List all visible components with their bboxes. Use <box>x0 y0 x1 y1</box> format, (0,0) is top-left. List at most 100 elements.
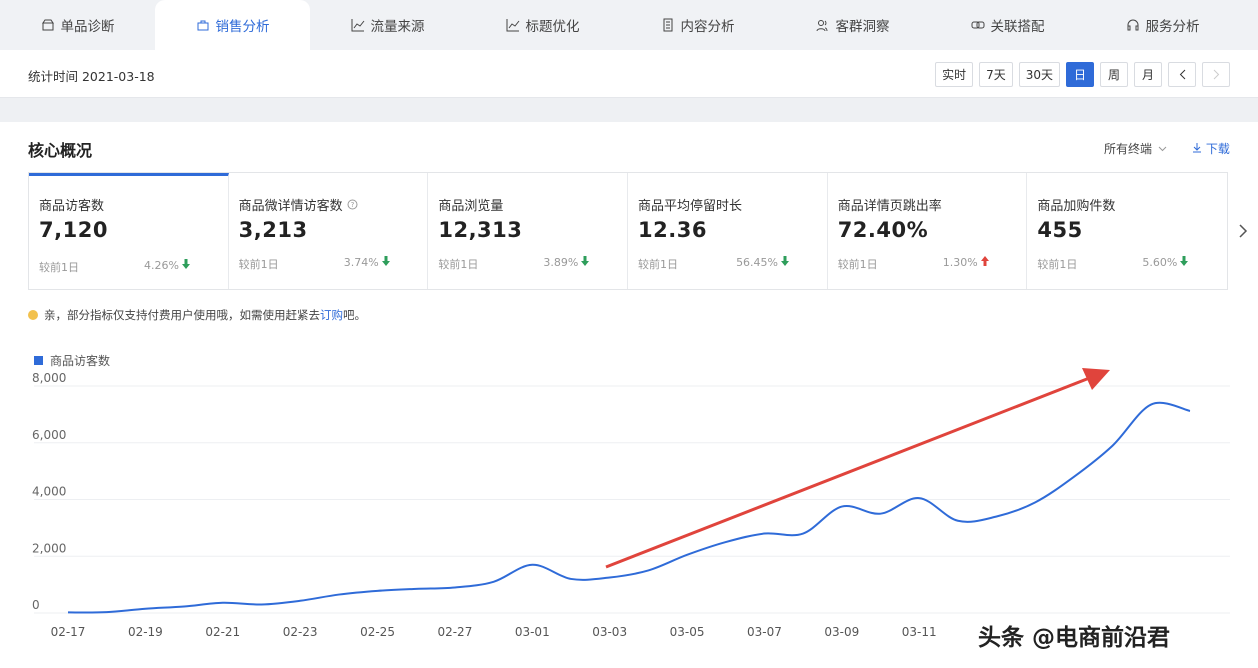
metric-compare: 较前1日 3.89% <box>438 256 616 272</box>
chevron-left-icon <box>1179 69 1185 80</box>
subscribe-link[interactable]: 订购 <box>320 308 343 322</box>
tab-0[interactable]: 单品诊断 <box>0 0 155 50</box>
arrow-down-icon <box>1180 256 1189 266</box>
compare-label: 较前1日 <box>39 261 79 274</box>
range-button-4[interactable]: 周 <box>1100 62 1128 87</box>
download-label: 下载 <box>1205 142 1230 156</box>
tab-label: 销售分析 <box>215 19 270 35</box>
metric-label: 商品微详情访客数 <box>238 199 343 214</box>
tab-3[interactable]: 标题优化 <box>465 0 620 50</box>
compare-label: 较前1日 <box>837 258 878 271</box>
tab-4[interactable]: 内容分析 <box>620 0 775 50</box>
metric-card[interactable]: 商品访客数 7,120 较前1日 4.26% <box>29 173 229 289</box>
chevron-right-icon[interactable] <box>1238 223 1248 239</box>
x-tick-label: 02-17 <box>51 625 86 639</box>
metric-label-row: 商品微详情访客数? <box>239 195 428 214</box>
prev-button[interactable] <box>1168 62 1196 87</box>
compare-label: 较前1日 <box>438 258 479 271</box>
compare-percent: 56.45% <box>736 256 779 269</box>
svg-text:?: ? <box>350 201 354 209</box>
compare-percent: 5.60% <box>1142 256 1178 269</box>
range-button-1[interactable]: 7天 <box>979 62 1013 87</box>
tab-6[interactable]: 关联搭配 <box>930 0 1085 50</box>
download-button[interactable]: 下载 <box>1192 140 1230 157</box>
y-tick-label: 8,000 <box>32 371 66 385</box>
y-tick-label: 2,000 <box>32 541 66 555</box>
metric-label: 商品浏览量 <box>438 199 504 214</box>
notice-text: 亲，部分指标仅支持付费用户使用哦，如需使用赶紧去 <box>44 308 320 322</box>
section-divider <box>0 98 1258 122</box>
tab-label: 单品诊断 <box>60 19 115 35</box>
document-icon <box>663 18 672 32</box>
tab-label: 流量来源 <box>370 19 425 35</box>
compare-label: 较前1日 <box>638 258 679 271</box>
x-tick-label: 03-03 <box>592 625 627 639</box>
tab-label: 服务分析 <box>1145 19 1200 35</box>
metric-label-row: 商品访客数 <box>39 195 228 214</box>
range-button-5[interactable]: 月 <box>1134 62 1162 87</box>
metric-value: 7,120 <box>39 218 108 242</box>
metric-compare: 较前1日 3.74% <box>239 256 417 272</box>
metric-card[interactable]: 商品浏览量 12,313 较前1日 3.89% <box>428 173 629 289</box>
x-tick-label: 03-01 <box>515 625 550 639</box>
metric-card[interactable]: 商品平均停留时长 12.36 较前1日 56.45% <box>628 173 828 289</box>
metric-value: 3,213 <box>238 218 308 242</box>
watermark: 头条 @电商前沿君 <box>978 625 1171 651</box>
tab-2[interactable]: 流量来源 <box>310 0 465 50</box>
metric-card[interactable]: 商品详情页跳出率 72.40% 较前1日 1.30% <box>828 173 1028 289</box>
notice: 亲，部分指标仅支持付费用户使用哦，如需使用赶紧去订购吧。 <box>28 307 366 323</box>
x-tick-label: 03-05 <box>670 625 705 639</box>
tab-label: 标题优化 <box>525 19 580 35</box>
link-icon <box>971 21 984 29</box>
compare-percent: 1.30% <box>942 256 978 269</box>
range-button-2[interactable]: 30天 <box>1018 62 1060 87</box>
stat-time-bar: 统计时间 2021-03-18 实时 7天 30天日周月 <box>0 50 1258 98</box>
download-icon <box>1193 143 1201 153</box>
top-tabs: 单品诊断 销售分析 流量来源 标题优化 内容分析 客群洞察 关联搭配 服务分析 <box>0 0 1258 50</box>
range-button-0[interactable]: 实时 <box>935 62 974 87</box>
compare-percent: 4.26% <box>144 259 179 272</box>
metric-card[interactable]: 商品微详情访客数? 3,213 较前1日 3.74% <box>229 173 429 289</box>
info-icon <box>28 310 38 320</box>
chevron-down-icon <box>1158 146 1167 151</box>
compare-percent: 3.89% <box>543 256 579 269</box>
arrow-up-icon <box>980 256 989 266</box>
trend-arrow-shaft <box>605 375 1093 569</box>
tab-1[interactable]: 销售分析 <box>155 0 310 50</box>
terminal-select[interactable]: 所有终端 <box>1104 140 1167 157</box>
x-tick-label: 02-25 <box>360 625 395 639</box>
metric-label-row: 商品详情页跳出率 <box>838 195 1027 214</box>
metric-compare: 较前1日 1.30% <box>838 256 1016 272</box>
metric-compare: 较前1日 4.26% <box>39 259 217 275</box>
metric-label: 商品访客数 <box>39 199 105 214</box>
metric-label-row: 商品平均停留时长 <box>638 195 827 214</box>
metric-value: 12.36 <box>638 218 707 242</box>
metric-card[interactable]: 商品加购件数 455 较前1日 5.60% <box>1027 173 1227 289</box>
next-button[interactable] <box>1202 62 1230 87</box>
arrow-down-icon <box>182 259 190 269</box>
page-title: 核心概况 <box>28 141 93 160</box>
tab-label: 内容分析 <box>680 19 735 35</box>
metric-cards: 商品访客数 7,120 较前1日 4.26% 商品微详情访客数? 3,213 较前1日 3.7… <box>28 172 1228 290</box>
x-tick-label: 02-27 <box>437 625 472 639</box>
terminal-select-label: 所有终端 <box>1104 142 1153 156</box>
series-line <box>67 401 1191 614</box>
legend-label: 商品访客数 <box>50 353 110 368</box>
x-tick-label: 03-11 <box>902 625 937 639</box>
range-button-3[interactable]: 日 <box>1066 62 1094 87</box>
compare-label: 较前1日 <box>238 258 279 271</box>
tab-5[interactable]: 客群洞察 <box>775 0 930 50</box>
tab-7[interactable]: 服务分析 <box>1085 0 1240 50</box>
help-icon[interactable]: ? <box>347 199 358 210</box>
arrow-down-icon <box>381 256 390 266</box>
metric-label: 商品加购件数 <box>1037 199 1116 214</box>
y-tick-label: 4,000 <box>32 485 66 499</box>
box-icon <box>41 19 54 31</box>
metric-value: 455 <box>1037 218 1083 242</box>
trend-icon <box>351 19 364 32</box>
trend-icon <box>506 19 519 32</box>
x-tick-label: 03-07 <box>747 625 782 639</box>
time-range-selector: 实时 7天 30天日周月 <box>935 62 1230 87</box>
chevron-right-icon <box>1213 69 1219 80</box>
x-tick-label: 03-09 <box>824 625 859 639</box>
